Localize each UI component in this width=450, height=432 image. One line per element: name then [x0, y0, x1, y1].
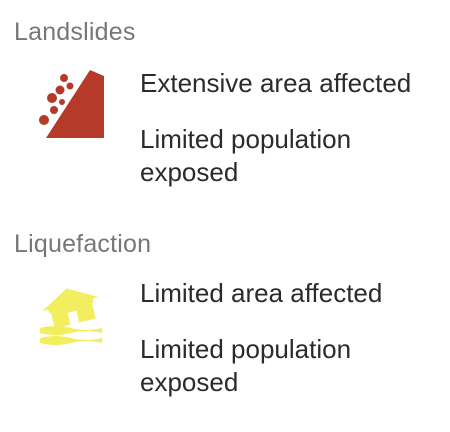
liquefaction-area-text: Limited area affected [140, 278, 383, 308]
liquefaction-heading: Liquefaction [14, 230, 152, 258]
landslides-area-text: Extensive area affected [140, 68, 412, 98]
landslides-population-text: Limited population exposed [140, 124, 352, 187]
liquefaction-population-text: Limited population exposed [140, 334, 352, 397]
landslides-heading: Landslides [14, 18, 136, 46]
liquefaction-house-icon [38, 284, 104, 346]
landslide-icon [38, 68, 106, 140]
